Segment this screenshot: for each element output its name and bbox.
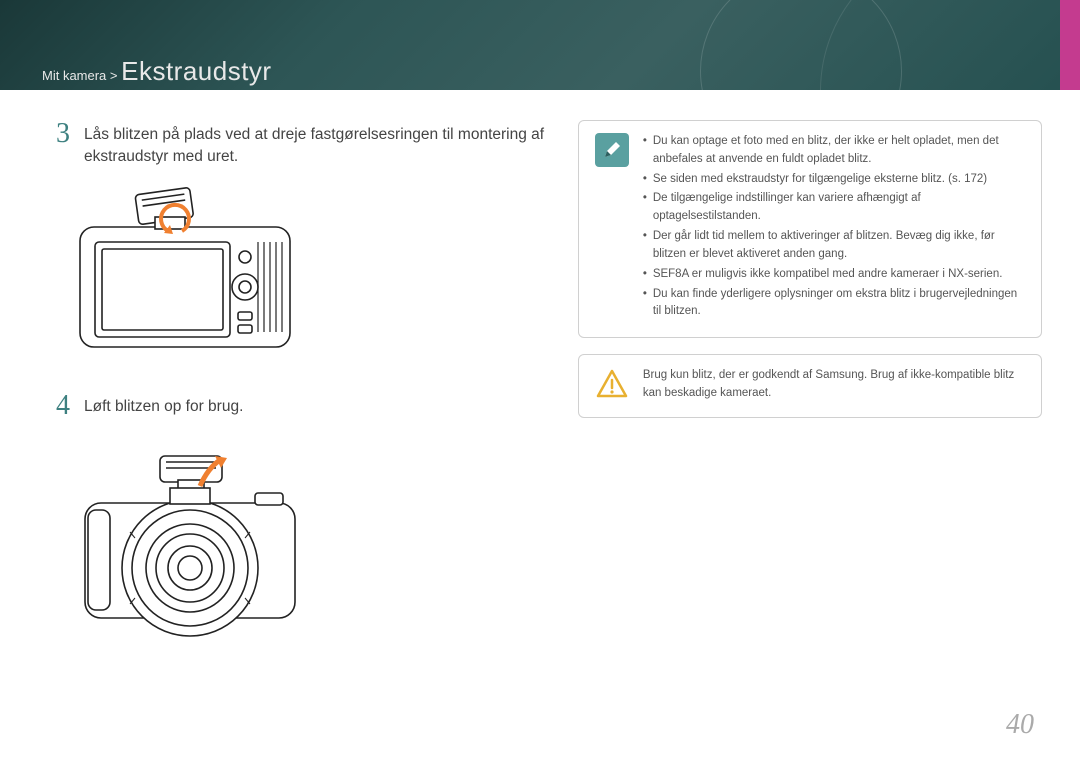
right-column: Du kan optage et foto med en blitz, der …	[578, 120, 1042, 688]
info-item: Der går lidt tid mellem to aktiveringer …	[643, 228, 1025, 264]
breadcrumb-prefix: Mit kamera >	[42, 68, 121, 83]
page-title: Ekstraudstyr	[121, 56, 272, 86]
step-3: 3 Lås blitzen på plads ved at dreje fast…	[56, 120, 550, 169]
page-number: 40	[1006, 709, 1034, 741]
info-item: SEF8A er muligvis ikke kompatibel med an…	[643, 266, 1025, 284]
step-4: 4 Løft blitzen op for brug.	[56, 392, 550, 420]
illustration-camera-back	[60, 187, 550, 362]
info-item: Du kan optage et foto med en blitz, der …	[643, 133, 1025, 169]
pen-icon	[595, 133, 629, 167]
left-column: 3 Lås blitzen på plads ved at dreje fast…	[56, 120, 550, 688]
info-item: De tilgængelige indstillinger kan varier…	[643, 190, 1025, 226]
header-accent-bar	[1060, 0, 1080, 90]
info-item: Du kan finde yderligere oplysninger om e…	[643, 286, 1025, 322]
warning-icon	[595, 367, 629, 401]
info-list: Du kan optage et foto med en blitz, der …	[643, 133, 1025, 323]
info-note-box: Du kan optage et foto med en blitz, der …	[578, 120, 1042, 338]
warning-box: Brug kun blitz, der er godkendt af Samsu…	[578, 354, 1042, 418]
breadcrumb: Mit kamera > Ekstraudstyr	[42, 56, 272, 87]
info-item: Se siden med ekstraudstyr for tilgængeli…	[643, 171, 1025, 189]
step-number: 3	[56, 120, 70, 169]
step-text: Løft blitzen op for brug.	[84, 392, 243, 420]
step-number: 4	[56, 392, 70, 420]
step-text: Lås blitzen på plads ved at dreje fastgø…	[84, 120, 550, 169]
illustration-camera-front	[60, 438, 550, 658]
warning-text: Brug kun blitz, der er godkendt af Samsu…	[643, 367, 1025, 403]
page-header: Mit kamera > Ekstraudstyr	[0, 0, 1080, 90]
content-area: 3 Lås blitzen på plads ved at dreje fast…	[0, 90, 1080, 688]
